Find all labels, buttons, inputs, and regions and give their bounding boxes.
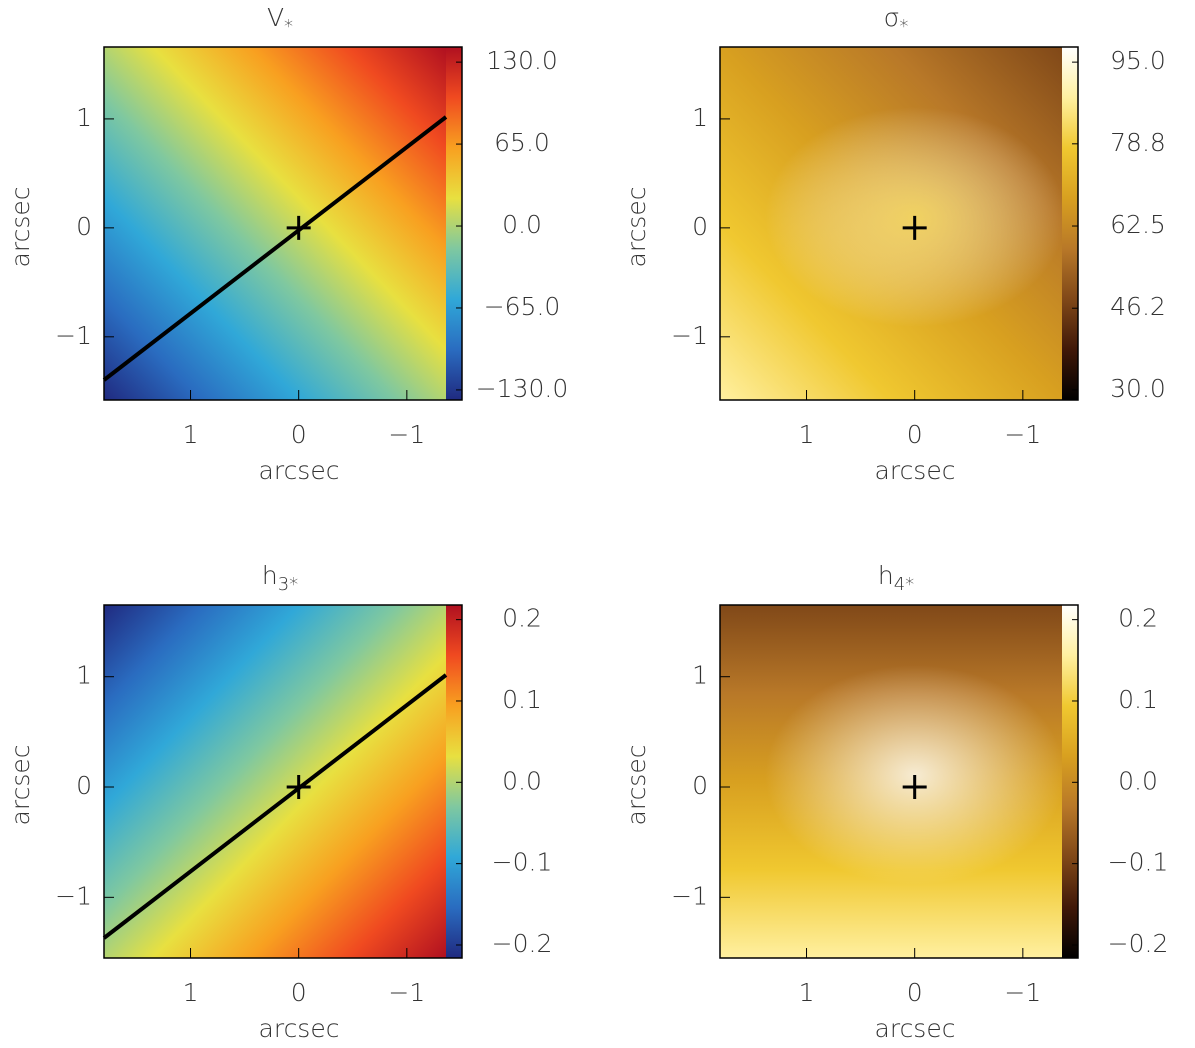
- y-tick-label: 0: [692, 212, 708, 241]
- colorbar-tick-label: −0.1: [492, 848, 553, 877]
- major-axis: [102, 115, 448, 382]
- colorbar: [1062, 605, 1078, 958]
- x-tick-label: 0: [907, 420, 923, 449]
- x-axis-label: arcsec: [875, 1014, 956, 1043]
- y-tick-label: −1: [55, 881, 92, 910]
- colorbar-tick-label: −65.0: [484, 292, 561, 321]
- map-highlight: [765, 665, 1065, 885]
- title-main: h: [262, 561, 278, 590]
- x-tick-label: 0: [291, 420, 307, 449]
- colorbar-tick-label: 0.0: [502, 210, 542, 239]
- y-tick-label: 0: [692, 771, 708, 800]
- colorbar-tick-label: 0.0: [502, 766, 542, 795]
- x-tick-label: 1: [183, 420, 199, 449]
- x-tick-label: −1: [1004, 420, 1041, 449]
- colorbar: [1062, 47, 1078, 400]
- x-axis-label: arcsec: [259, 1014, 340, 1043]
- center-cross: [902, 775, 927, 800]
- frame: [103, 604, 463, 959]
- panel: σ* arcsec arcsec 1 0 −1 −1 0 1 95.0 78.8 62.5 46.2 30…: [622, 3, 1166, 485]
- y-axis-label: arcsec: [6, 745, 35, 826]
- colorbar-tick-label: 95.0: [1110, 46, 1166, 75]
- panel-title: h4*: [878, 561, 914, 595]
- y-axis-label: arcsec: [6, 187, 35, 268]
- x-axis-label: arcsec: [875, 456, 956, 485]
- title-main: h: [878, 561, 894, 590]
- y-tick-label: 1: [76, 661, 92, 690]
- x-tick-label: −1: [388, 420, 425, 449]
- center-cross: [902, 215, 927, 240]
- colorbar-tick-label: 78.8: [1110, 128, 1166, 157]
- colorbar-tick-label: 46.2: [1110, 292, 1166, 321]
- panel: V* arcsec arcsec 1 0 −1 −1 0 1 130.0 65.0 0.0 −65.0 −…: [6, 3, 568, 485]
- y-tick-label: −1: [671, 321, 708, 350]
- title-main: V: [267, 3, 284, 32]
- x-tick-label: 0: [907, 978, 923, 1007]
- colorbar-tick-label: 62.5: [1110, 210, 1166, 239]
- y-tick-label: −1: [671, 881, 708, 910]
- title-subscript: 3*: [278, 574, 298, 595]
- x-tick-label: 1: [799, 420, 815, 449]
- colorbar-tick-label: 0.1: [502, 685, 542, 714]
- colorbar-tick-label: 0.2: [502, 604, 542, 633]
- colorbar-tick-label: 130.0: [486, 46, 558, 75]
- title-subscript: *: [899, 16, 908, 37]
- x-tick-label: −1: [1004, 978, 1041, 1007]
- map: [104, 605, 446, 958]
- title-main: σ: [884, 3, 900, 32]
- x-tick-label: −1: [388, 978, 425, 1007]
- x-tick-label: 0: [291, 978, 307, 1007]
- frame: [103, 46, 463, 401]
- panel: h4* arcsec arcsec 1 0 −1 −1 0 1 0.2 0.1 0.0 −0.1 −0.2: [622, 561, 1168, 1043]
- major-axis: [102, 673, 448, 940]
- x-tick-label: 1: [183, 978, 199, 1007]
- colorbar-tick-label: −0.2: [1108, 929, 1169, 958]
- panel-title: V*: [267, 3, 293, 37]
- y-axis-label: arcsec: [622, 187, 651, 268]
- colorbar-tick-label: 65.0: [494, 128, 550, 157]
- colorbar: [446, 605, 462, 958]
- y-axis-label: arcsec: [622, 745, 651, 826]
- y-tick-label: −1: [55, 321, 92, 350]
- colorbar-tick-label: −130.0: [476, 374, 569, 403]
- colorbar: [446, 47, 462, 400]
- x-axis-label: arcsec: [259, 456, 340, 485]
- y-tick-label: 1: [76, 103, 92, 132]
- x-tick-label: 1: [799, 978, 815, 1007]
- y-tick-label: 1: [692, 661, 708, 690]
- colorbar-tick-label: −0.1: [1108, 848, 1169, 877]
- map: [104, 47, 446, 400]
- frame: [719, 46, 1079, 401]
- colorbar-tick-label: 30.0: [1110, 374, 1166, 403]
- frame: [719, 604, 1079, 959]
- colorbar-tick-label: 0.0: [1118, 766, 1158, 795]
- y-tick-label: 0: [76, 771, 92, 800]
- title-subscript: 4*: [894, 574, 914, 595]
- colorbar-tick-label: 0.2: [1118, 604, 1158, 633]
- colorbar-tick-label: 0.1: [1118, 685, 1158, 714]
- y-tick-label: 0: [76, 212, 92, 241]
- y-tick-label: 1: [692, 103, 708, 132]
- panel: h3* arcsec arcsec 1 0 −1 −1 0 1 0.2 0.1 0.0 −0.1 −0.2: [6, 561, 552, 1043]
- panel-title: h3*: [262, 561, 298, 595]
- colorbar-tick-label: −0.2: [492, 929, 553, 958]
- panel-title: σ*: [884, 3, 909, 37]
- title-subscript: *: [284, 16, 293, 37]
